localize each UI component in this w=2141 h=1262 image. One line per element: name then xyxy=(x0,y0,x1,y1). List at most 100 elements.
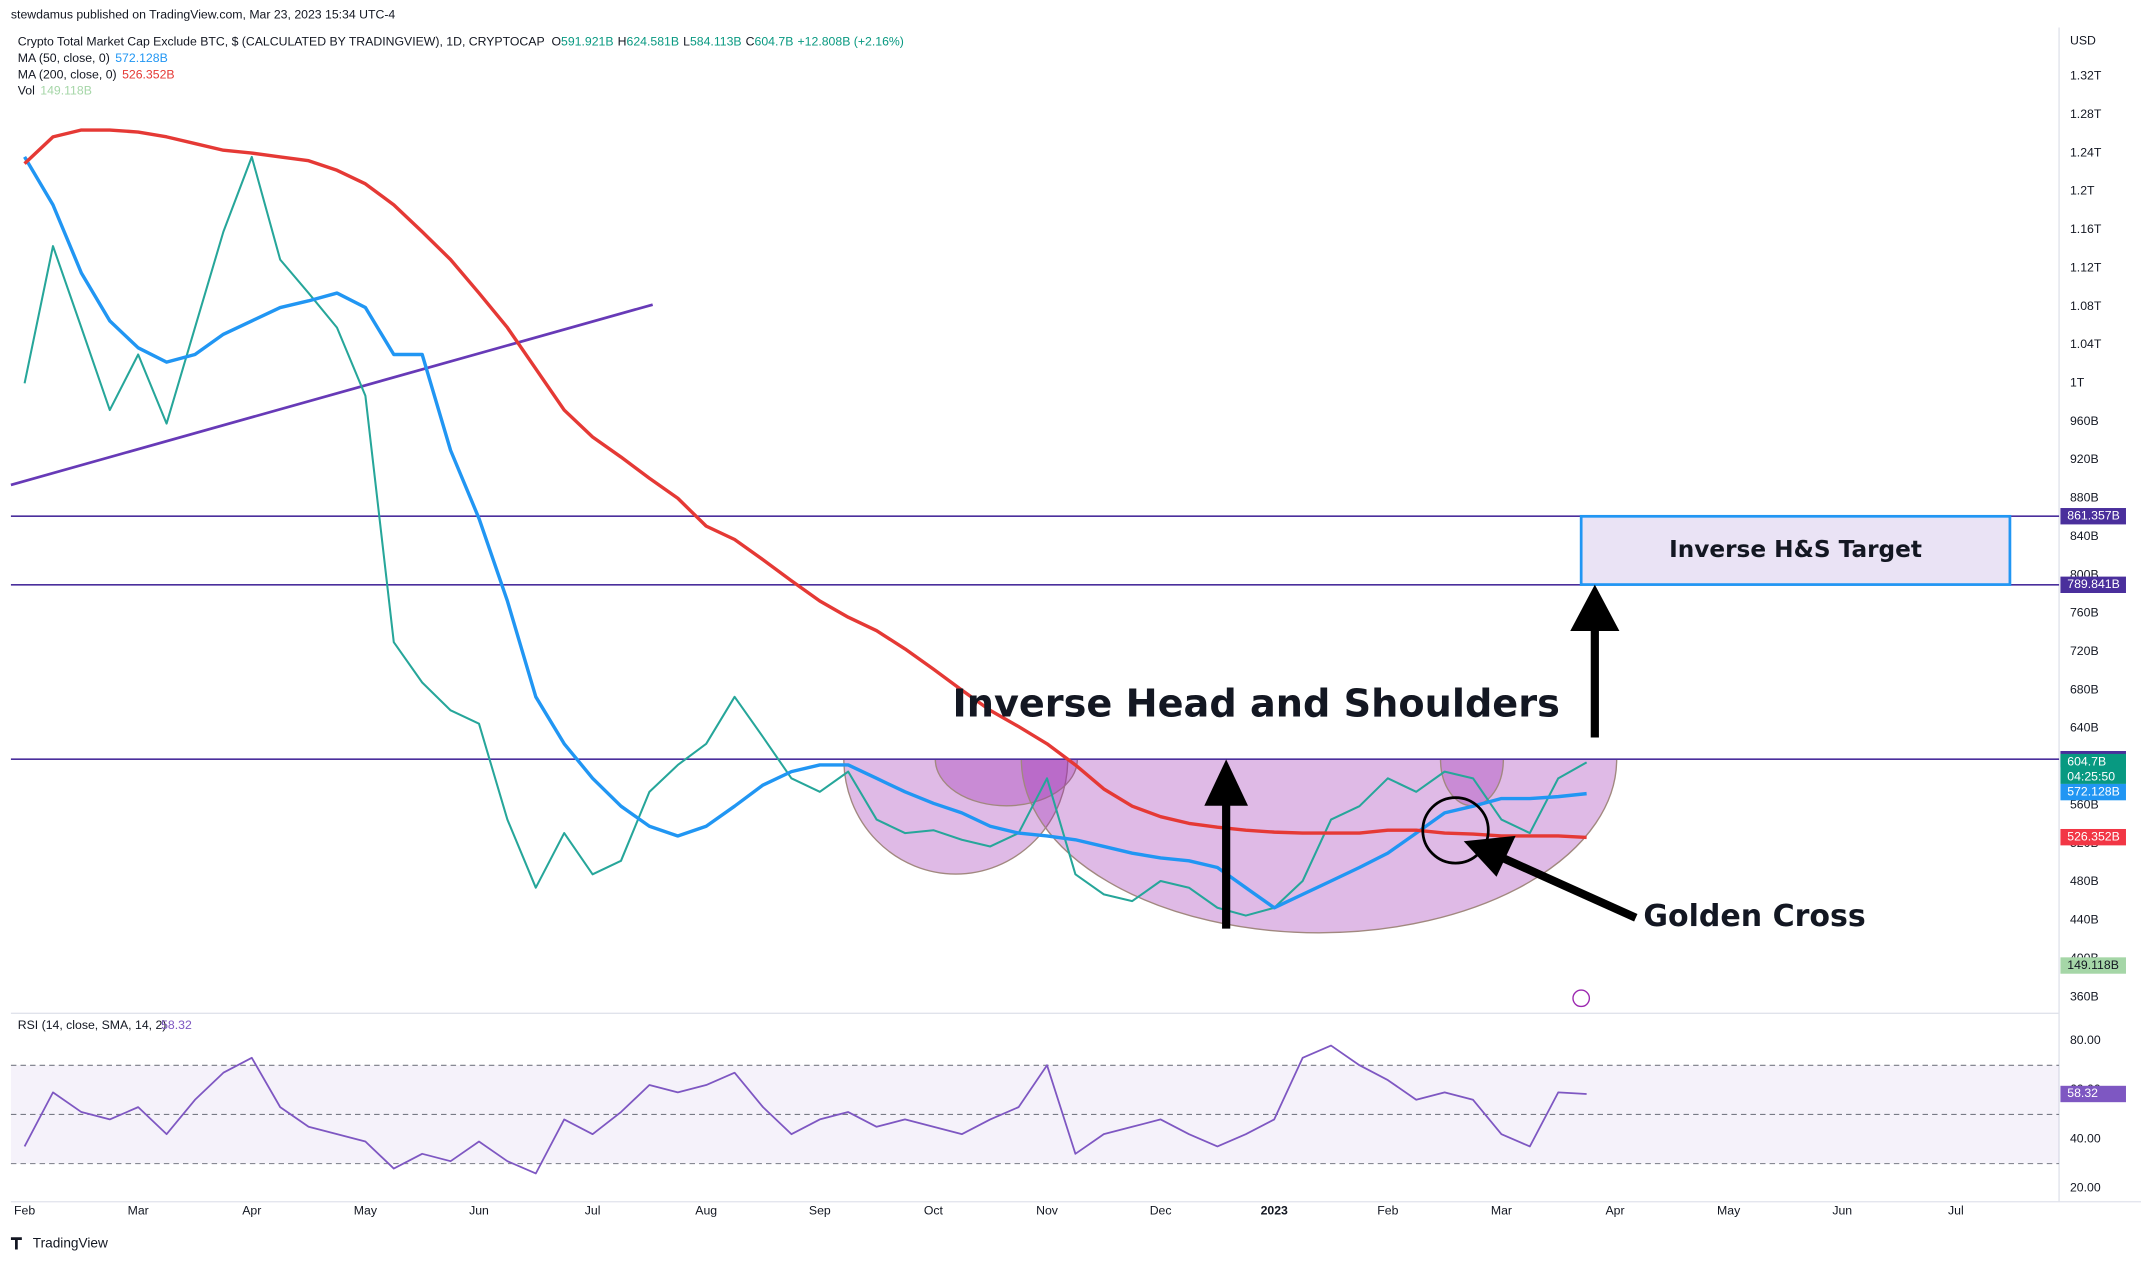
y-tick-label: 720B xyxy=(2070,644,2099,658)
price-badge xyxy=(2060,828,2126,846)
event-icon xyxy=(1572,989,1591,1008)
price-badge-text: 572.128B xyxy=(2067,784,2120,798)
y-tick-label: 960B xyxy=(2070,414,2099,428)
level-badge-text: 789.841B xyxy=(2067,577,2120,591)
price-badge xyxy=(2060,957,2126,974)
footer: TradingView xyxy=(33,1236,108,1251)
rsi-tick-label: 40.00 xyxy=(2070,1131,2101,1145)
header-item: C xyxy=(746,35,755,49)
x-tick-label: Sep xyxy=(809,1204,831,1218)
header-item: O xyxy=(551,35,561,49)
y-tick-label: 480B xyxy=(2070,874,2099,888)
header-item: +12.808B (+2.16%) xyxy=(798,35,904,49)
level-badge xyxy=(2060,508,2126,525)
rsi-value: 58.32 xyxy=(161,1018,192,1032)
arrows xyxy=(1204,584,1638,929)
x-tick-label: May xyxy=(1717,1204,1741,1218)
x-tick-label: Apr xyxy=(242,1204,261,1218)
y-tick-label: 440B xyxy=(2070,913,2099,927)
y-tick-label: 1T xyxy=(2070,376,2085,390)
x-tick-label: May xyxy=(354,1204,378,1218)
y-tick-label: 760B xyxy=(2070,606,2099,620)
x-tick-label: Mar xyxy=(1491,1204,1512,1218)
header-item: Crypto Total Market Cap Exclude BTC, $ (… xyxy=(18,35,545,49)
header-item: MA (50, close, 0) xyxy=(18,51,110,65)
rsi-badge xyxy=(2060,1085,2126,1103)
cross-label: Golden Cross xyxy=(1643,899,1865,934)
price-line xyxy=(23,155,1588,917)
y-tick-label: 840B xyxy=(2070,529,2099,543)
rsi-tick-label: 80.00 xyxy=(2070,1033,2101,1047)
indicator-label: MA (200, close, 0) 526.352B xyxy=(18,68,175,82)
plot xyxy=(10,128,2060,917)
y-tick-label: 1.2T xyxy=(2070,184,2095,198)
y-tick-label: 1.32T xyxy=(2070,69,2102,83)
y-tick-label: 880B xyxy=(2070,491,2099,505)
indicator-label: Vol 149.118B xyxy=(18,84,92,98)
publisher: stewdamus published on TradingView.com, … xyxy=(11,7,395,21)
rsi-name: RSI (14, close, SMA, 14, 2) xyxy=(18,1018,167,1032)
rsi-tick-label: 20.00 xyxy=(2070,1180,2101,1194)
ma-line xyxy=(23,128,1587,840)
arrow-shaft xyxy=(1500,853,1638,922)
price-badge xyxy=(2060,753,2126,784)
header-item: 526.352B xyxy=(122,68,175,82)
header-item: 604.7B xyxy=(755,35,794,49)
rsi-badge-text: 58.32 xyxy=(2067,1086,2098,1100)
header-item: 584.113B xyxy=(690,35,742,49)
x-tick-label: Jul xyxy=(585,1204,601,1218)
price-badge-sub: 04:25:50 xyxy=(2067,769,2115,783)
currency: USD xyxy=(2070,33,2096,47)
y-tick-label: 1.16T xyxy=(2070,222,2102,236)
pattern-label: Inverse Head and Shoulders xyxy=(953,683,1560,727)
y-tick-label: 360B xyxy=(2070,989,2099,1003)
arrow-head xyxy=(1204,759,1249,806)
y-tick-label: 1.28T xyxy=(2070,107,2102,121)
price-badge-text: 604.7B xyxy=(2067,754,2106,768)
target-box xyxy=(1579,514,2012,586)
header-item: Vol xyxy=(18,84,35,98)
header-item: 572.128B xyxy=(115,51,168,65)
ma-line xyxy=(23,156,1587,910)
shoulder-overlap xyxy=(934,758,1079,807)
header-item: 149.118B xyxy=(40,84,92,98)
y-tick-label: 1.24T xyxy=(2070,145,2102,159)
level-badge-text: 861.357B xyxy=(2067,508,2120,522)
rsi-line xyxy=(23,1044,1587,1175)
y-tick-label: 680B xyxy=(2070,682,2099,696)
y-tick-label: 640B xyxy=(2070,721,2099,735)
arrow-head xyxy=(1463,835,1516,877)
logo xyxy=(10,1237,22,1250)
header-item: 624.581B xyxy=(627,35,680,49)
x-tick-label: Apr xyxy=(1605,1204,1624,1218)
price-badge-text: 149.118B xyxy=(2067,958,2119,972)
y-tick-label: 1.12T xyxy=(2070,260,2102,274)
indicator-label: MA (50, close, 0) 572.128B xyxy=(18,51,168,65)
symbol-line: Crypto Total Market Cap Exclude BTC, $ (… xyxy=(18,35,904,49)
target-label: Inverse H&S Target xyxy=(1669,536,1922,563)
x-tick-label: Nov xyxy=(1036,1204,1059,1218)
x-tick-label: Jun xyxy=(1832,1204,1852,1218)
header-item: 591.921B xyxy=(561,35,614,49)
header-item: MA (200, close, 0) xyxy=(18,68,117,82)
x-tick-label: Feb xyxy=(1377,1204,1398,1218)
x-tick-label: Oct xyxy=(924,1204,944,1218)
arrow-head xyxy=(1570,584,1620,631)
level-badge xyxy=(2060,576,2126,593)
y-tick-label: 1.08T xyxy=(2070,299,2102,313)
x-tick-label: Aug xyxy=(695,1204,717,1218)
x-tick-label: Feb xyxy=(14,1204,35,1218)
header-item: L xyxy=(683,35,690,49)
price-badge-text: 526.352B xyxy=(2067,829,2120,843)
y-tick-label: 1.04T xyxy=(2070,337,2102,351)
trendline xyxy=(10,303,654,487)
x-tick-label: 2023 xyxy=(1261,1204,1288,1218)
x-tick-label: Jul xyxy=(1948,1204,1964,1218)
y-tick-label: 560B xyxy=(2070,797,2099,811)
y-tick-label: 920B xyxy=(2070,452,2099,466)
header-item: H xyxy=(618,35,627,49)
x-tick-label: Dec xyxy=(1150,1204,1172,1218)
x-tick-label: Mar xyxy=(128,1204,149,1218)
